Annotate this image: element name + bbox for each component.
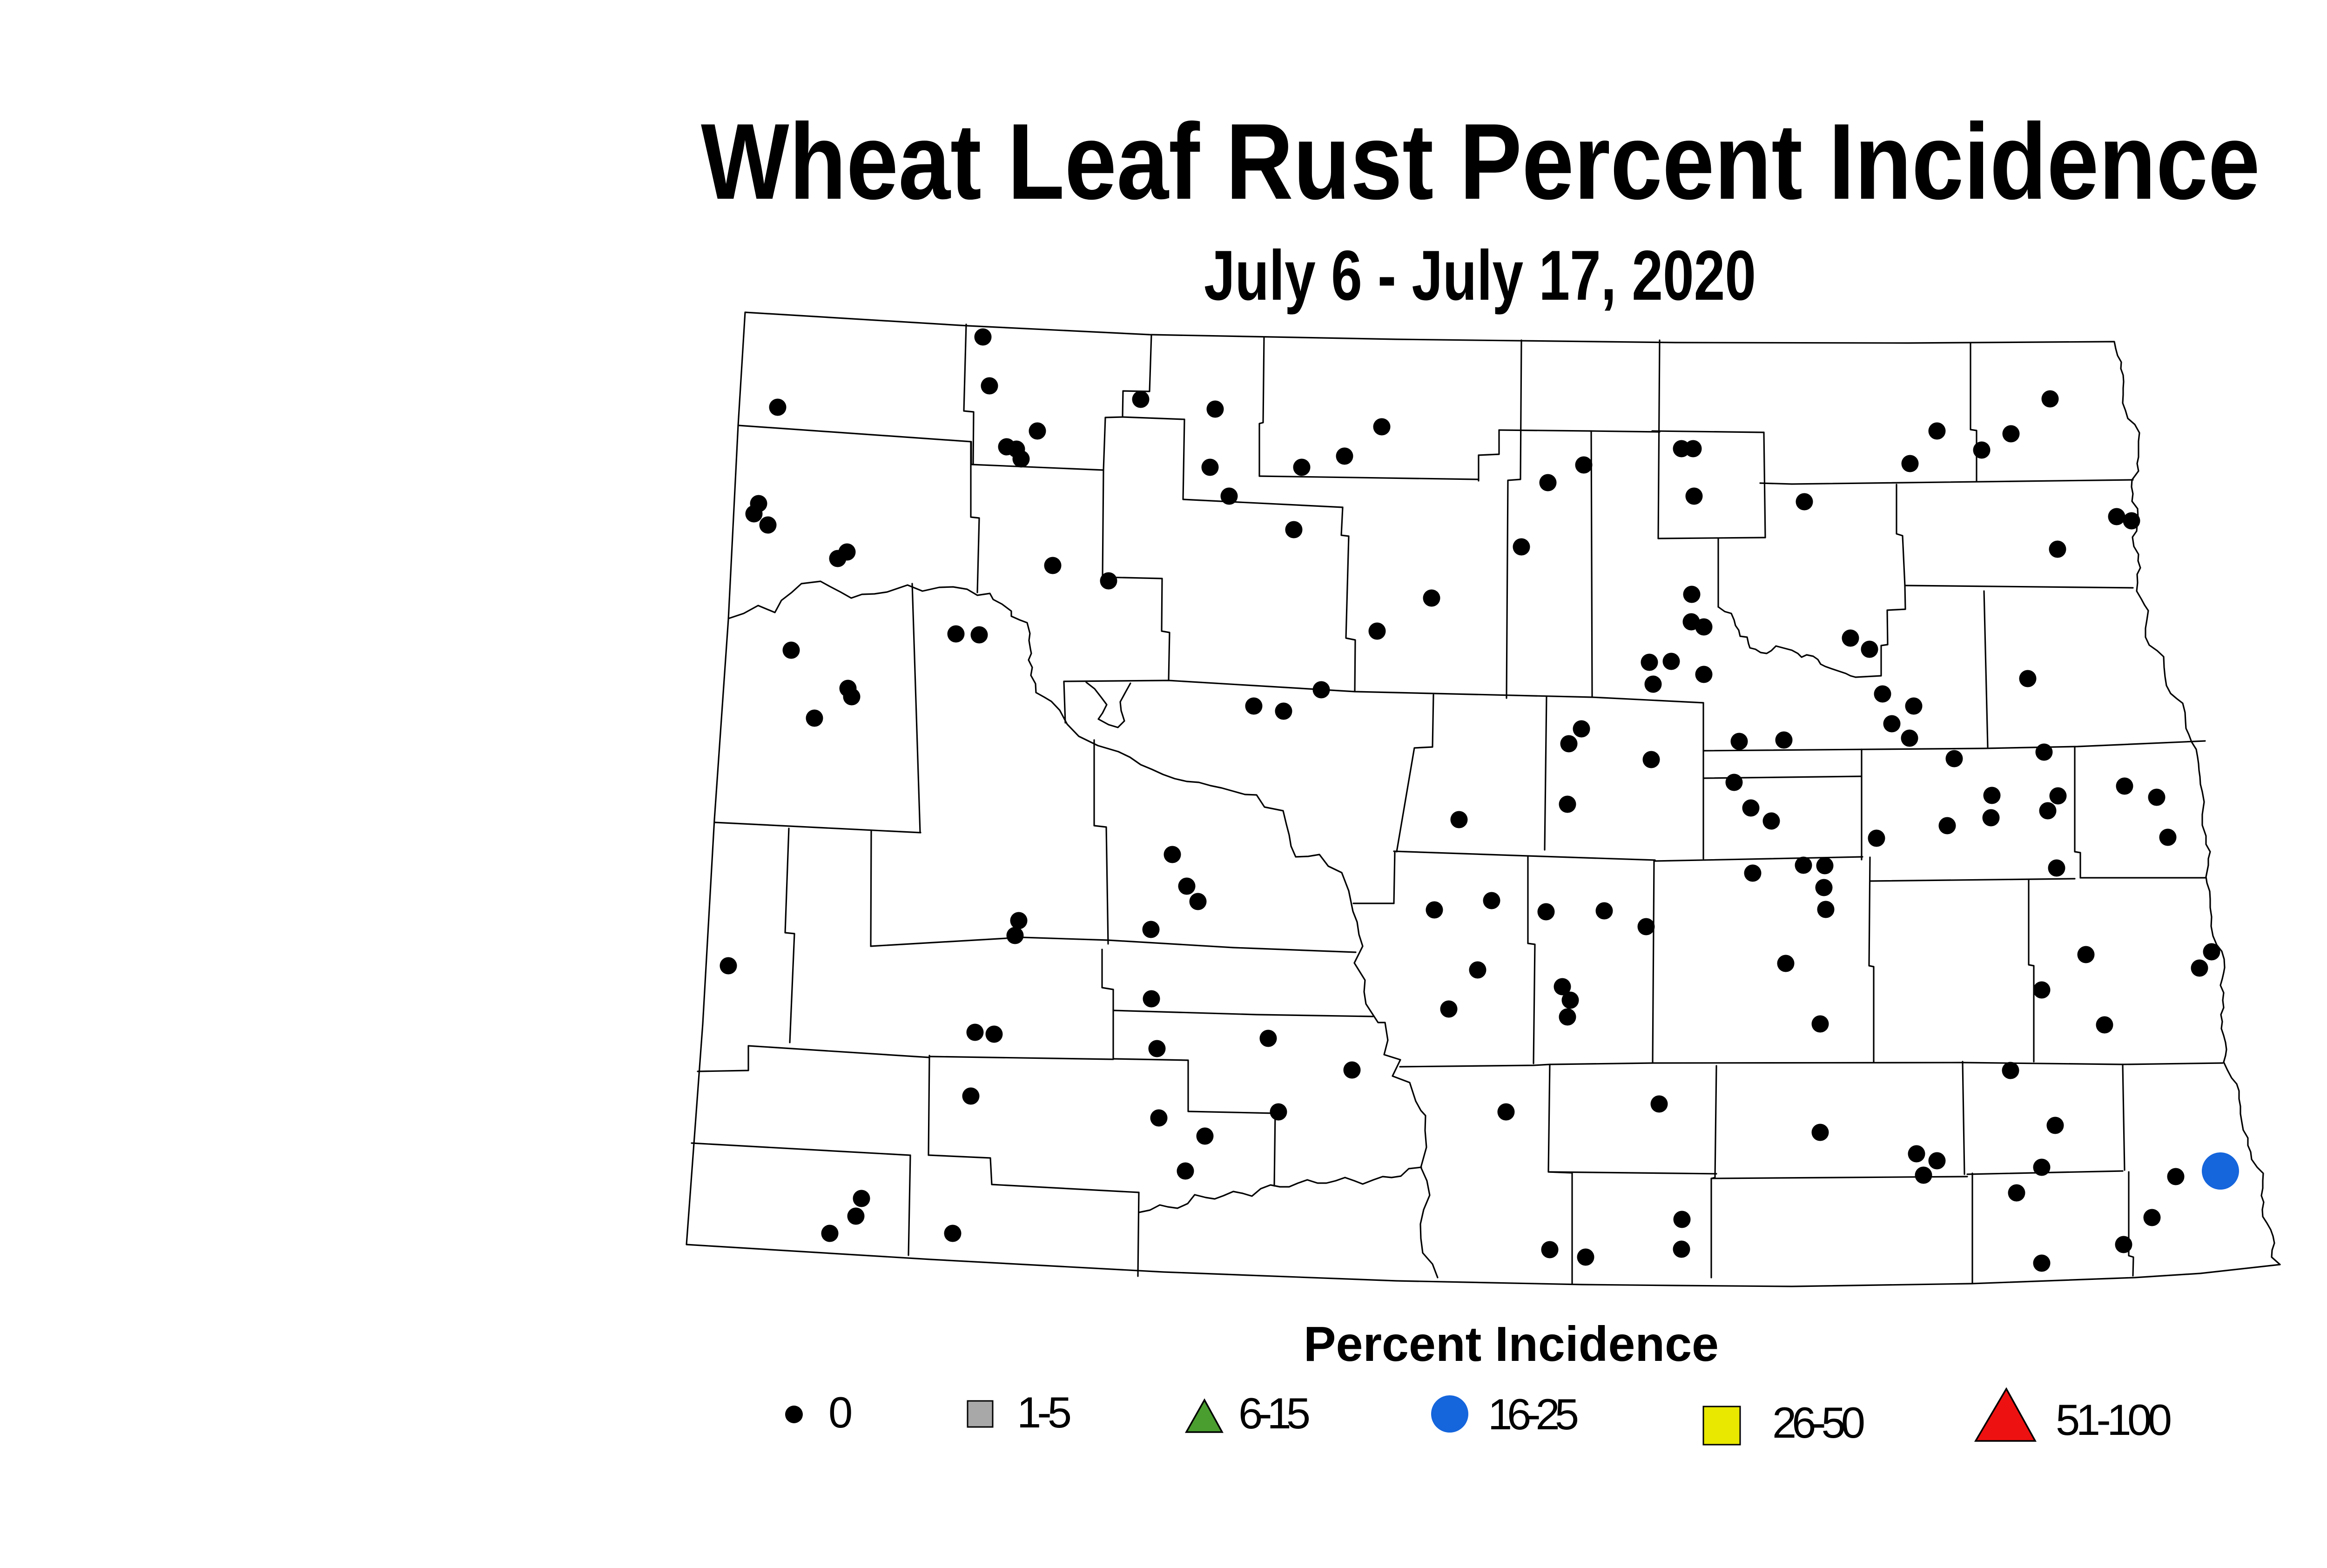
svg-text:0: 0 bbox=[828, 1388, 853, 1437]
svg-text:16-25: 16-25 bbox=[1488, 1390, 1579, 1439]
svg-text:51-100: 51-100 bbox=[2056, 1395, 2172, 1444]
svg-text:Wheat Leaf Rust Percent Incide: Wheat Leaf Rust Percent Incidence bbox=[701, 101, 2260, 222]
svg-text:1-5: 1-5 bbox=[1017, 1388, 1072, 1437]
svg-text:6-15: 6-15 bbox=[1238, 1389, 1311, 1438]
svg-text:Percent Incidence: Percent Incidence bbox=[1304, 1317, 1719, 1372]
svg-text:July 6 - July 17, 2020: July 6 - July 17, 2020 bbox=[1204, 236, 1756, 315]
svg-text:26-50: 26-50 bbox=[1772, 1398, 1865, 1447]
